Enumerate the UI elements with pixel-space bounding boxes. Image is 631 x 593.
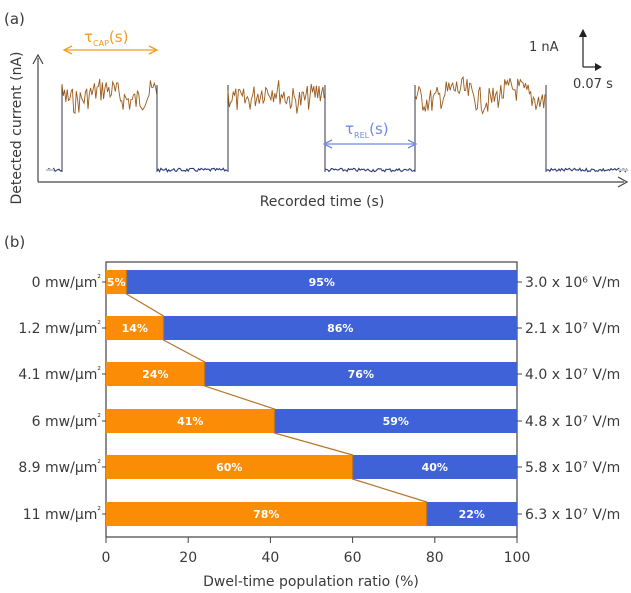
x-tick-label: 0 [102,550,111,566]
intensity-label: 1.2 mw/μm² [18,320,101,337]
panel-a: (a) Detected current (nA) Recorded time … [4,10,629,210]
bar-segment-orange [106,362,205,386]
x-tick-label: 40 [261,550,279,566]
bar-segment-blue [204,362,517,386]
bar-label-orange: 14% [122,322,148,335]
released-segment [156,167,228,173]
tau-rel-subscript: REL [354,131,370,140]
bar-label-orange: 78% [253,508,279,521]
bar-label-blue: 22% [459,508,485,521]
bar-label-orange: 41% [177,415,203,428]
bar-segment-blue [352,455,517,479]
released-segment [324,167,415,173]
scale-bar-right-arrow [594,63,602,71]
intensity-value: 11 mw/μm [23,507,98,523]
tau-rel-suffix: (s) [369,120,389,138]
tau-rel-right-arrow [407,139,418,149]
intensity-label: 6 mw/μm² [32,413,102,430]
bar-label-blue: 95% [309,276,335,289]
tau-cap-annotation: τCAP(s) [62,28,159,55]
intensity-value: 1.2 mw/μm [18,321,97,337]
field-labels: 3.0 x 10⁶ V/m 2.1 x 10⁷ V/m 4.0 x 10⁷ V/m 4… [517,275,620,523]
bar-segment-orange [106,409,275,433]
bar-segment-orange [106,502,427,526]
boundary-connector-line [125,270,428,526]
intensity-value: 6 mw/μm [32,414,98,430]
field-label: 5.8 x 10⁷ V/m [525,460,620,476]
tau-cap-right-arrow [148,45,159,55]
panel-a-y-axis-label: Detected current (nA) [9,52,25,205]
bar-segment-orange [106,316,164,340]
panel-b-label: (b) [4,233,25,251]
intensity-label: 4.1 mw/μm² [18,366,101,383]
bar-segment-blue [163,316,518,340]
panel-a-x-arrow [617,176,629,188]
intensity-exponent: ² [97,366,101,376]
panel-a-x-axis-label: Recorded time (s) [260,194,385,210]
intensity-exponent: ² [97,320,101,330]
bar-label-orange: 5% [107,276,126,289]
intensity-label: 8.9 mw/μm² [18,459,101,476]
scale-bar-time-label: 0.07 s [573,77,613,92]
intensity-label: 11 mw/μm² [23,506,102,523]
intensity-exponent: ² [97,274,101,284]
plot-frame [105,261,518,538]
x-tick-label: 100 [504,550,531,566]
bar-segment-blue [426,502,517,526]
intensity-value: 0 mw/μm [32,275,98,291]
tau-cap-left-arrow [62,45,73,55]
tau-rel-annotation: τREL(s) [322,120,418,149]
panel-a-y-arrow [32,53,44,65]
tau-cap-subscript: CAP [93,39,109,48]
bar-label-orange: 24% [142,368,168,381]
field-label: 2.1 x 10⁷ V/m [525,321,620,337]
captured-segment [227,80,325,114]
tau-cap-suffix: (s) [109,28,129,46]
captured-segment [414,75,546,115]
bar-segment-orange [106,270,127,294]
field-label: 4.0 x 10⁷ V/m [525,367,620,383]
intensity-exponent: ² [97,459,101,469]
bar-label-blue: 86% [327,322,353,335]
panel-b: (b) 5% 95%14% 86%24% 76%41% 59%60% 40%78% 22% … [4,233,620,590]
field-label: 3.0 x 10⁶ V/m [525,275,620,291]
intensity-value: 4.1 mw/μm [18,367,97,383]
tau-rel-left-arrow [322,139,333,149]
intensity-exponent: ² [97,413,101,423]
bar-label-blue: 40% [422,461,448,474]
panel-a-label: (a) [4,10,25,28]
x-axis-ticks: 0 20 40 60 80 100 [102,537,531,566]
bar-label-blue: 59% [383,415,409,428]
scale-bar: 1 nA 0.07 s [529,28,613,92]
x-tick-label: 60 [344,550,362,566]
field-label: 4.8 x 10⁷ V/m [525,414,620,430]
x-tick-label: 80 [426,550,444,566]
bar-label-blue: 76% [348,368,374,381]
bar-segment-orange [106,455,353,479]
tau-cap-label: τCAP(s) [84,28,128,48]
captured-segment [61,78,158,115]
bar-segment-blue [126,270,518,294]
current-trace [45,75,629,173]
released-segment [45,167,62,173]
tau-rel-symbol: τ [345,120,354,138]
bar-segment-blue [274,409,517,433]
bar-label-orange: 60% [216,461,242,474]
field-label: 6.3 x 10⁷ V/m [525,507,620,523]
intensity-label: 0 mw/μm² [32,274,102,291]
tau-rel-label: τREL(s) [345,120,389,140]
intensity-value: 8.9 mw/μm [18,460,97,476]
tau-cap-symbol: τ [84,28,93,46]
stacked-bars: 5% 95% 14% 86% 24% 76% 41% 59% 60% 40% 78% 22% [106,270,518,526]
x-tick-label: 20 [179,550,197,566]
intensity-exponent: ² [97,506,101,516]
ratio-connector [125,270,428,526]
scale-bar-up-arrow [579,28,587,38]
scale-bar-current-label: 1 nA [529,40,559,55]
released-segment [545,167,629,173]
panel-b-x-axis-label: Dwel-time population ratio (%) [203,574,419,590]
